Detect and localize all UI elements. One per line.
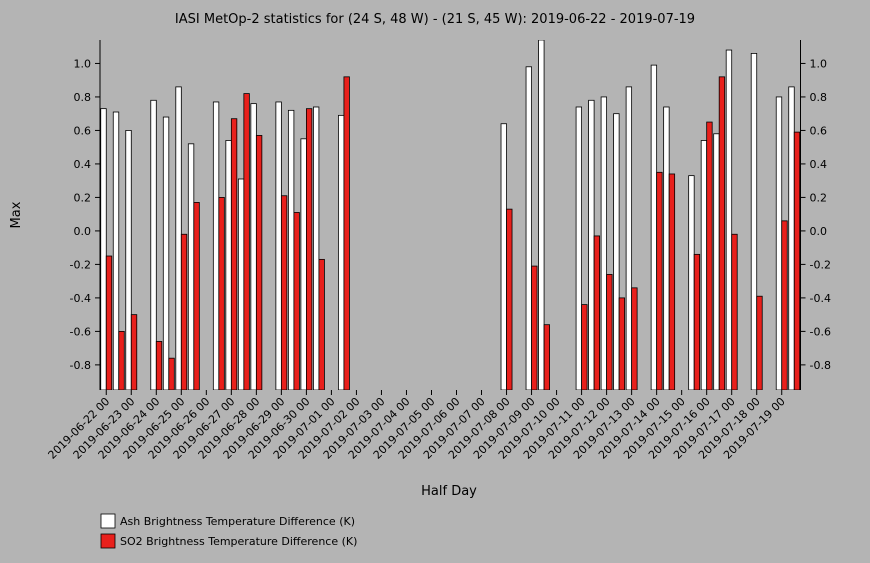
bar bbox=[543, 324, 550, 390]
bar bbox=[718, 76, 726, 390]
bar bbox=[338, 114, 345, 390]
bar bbox=[781, 220, 788, 390]
y-tick-label: -0.4 bbox=[70, 292, 91, 305]
y2-tick-label: 0.0 bbox=[810, 225, 828, 238]
y-tick-label: 0.6 bbox=[74, 124, 92, 137]
bar bbox=[230, 118, 238, 390]
bar bbox=[180, 233, 188, 390]
bar bbox=[243, 93, 250, 390]
y2-tick-label: -0.4 bbox=[810, 292, 831, 305]
bar bbox=[125, 130, 132, 390]
bar bbox=[100, 108, 107, 390]
bar bbox=[700, 140, 708, 390]
bar bbox=[343, 76, 350, 390]
bar bbox=[275, 101, 282, 390]
y2-tick-label: -0.2 bbox=[810, 258, 831, 271]
y-tick-label: 0.4 bbox=[74, 158, 92, 171]
bar bbox=[187, 143, 195, 390]
legend-label: Ash Brightness Temperature Difference (K… bbox=[120, 515, 355, 528]
bar bbox=[656, 171, 663, 390]
bar bbox=[218, 197, 225, 390]
bar bbox=[212, 101, 220, 390]
bar bbox=[305, 108, 313, 390]
bar bbox=[287, 109, 295, 390]
bar bbox=[525, 66, 532, 390]
bars bbox=[100, 40, 801, 390]
bar bbox=[112, 111, 120, 390]
bar bbox=[162, 116, 170, 390]
bar bbox=[581, 304, 588, 390]
bar bbox=[793, 131, 801, 390]
bar bbox=[318, 258, 325, 390]
chart-title: IASI MetOp-2 statistics for (24 S, 48 W)… bbox=[175, 12, 695, 27]
bar bbox=[300, 138, 307, 390]
bar bbox=[500, 123, 507, 390]
legend-swatch bbox=[100, 533, 116, 549]
bar bbox=[613, 113, 620, 390]
bar bbox=[688, 175, 695, 390]
bar bbox=[538, 40, 545, 390]
bar bbox=[668, 173, 676, 390]
bar bbox=[575, 106, 582, 390]
y2-tick-label: 1.0 bbox=[810, 57, 828, 70]
bar bbox=[313, 106, 320, 390]
bar bbox=[625, 86, 633, 390]
y-tick-label: 0.8 bbox=[74, 91, 92, 104]
bar bbox=[775, 96, 783, 390]
bar bbox=[155, 341, 163, 390]
bar bbox=[280, 195, 288, 390]
y2-tick-label: 0.6 bbox=[810, 124, 828, 137]
bar bbox=[255, 135, 263, 390]
y-tick-label: 1.0 bbox=[74, 57, 92, 70]
y2-tick-label: -0.8 bbox=[810, 359, 831, 372]
bar bbox=[650, 64, 658, 390]
bar bbox=[105, 255, 113, 390]
bar bbox=[506, 208, 513, 390]
bar bbox=[293, 212, 300, 390]
y-axis-label: Max bbox=[9, 201, 24, 228]
bar bbox=[788, 86, 795, 390]
y-tick-label: 0.0 bbox=[74, 225, 92, 238]
bar bbox=[531, 265, 538, 390]
x-axis-label: Half Day bbox=[421, 484, 477, 499]
bar bbox=[618, 297, 626, 390]
bar bbox=[706, 121, 713, 390]
bar bbox=[600, 96, 608, 390]
bar bbox=[731, 233, 738, 390]
bar bbox=[250, 103, 257, 390]
bar bbox=[750, 52, 758, 390]
bar bbox=[593, 235, 601, 390]
y-tick-label: -0.2 bbox=[70, 258, 91, 271]
y-tick-label: -0.6 bbox=[70, 325, 91, 338]
bar bbox=[150, 99, 157, 390]
bar bbox=[168, 357, 175, 390]
y2-tick-label: 0.2 bbox=[810, 191, 828, 204]
legend-swatch bbox=[100, 513, 116, 529]
bar bbox=[756, 295, 763, 390]
bar bbox=[130, 314, 138, 390]
y2-tick-label: 0.4 bbox=[810, 158, 828, 171]
y2-tick-label: -0.6 bbox=[810, 325, 831, 338]
legend-label: SO2 Brightness Temperature Difference (K… bbox=[120, 535, 357, 548]
bar bbox=[725, 49, 733, 390]
bar bbox=[693, 253, 701, 390]
bar bbox=[588, 99, 595, 390]
bar bbox=[663, 106, 670, 390]
y2-tick-label: 0.8 bbox=[810, 91, 828, 104]
bar bbox=[606, 274, 613, 390]
y-tick-label: -0.8 bbox=[70, 359, 91, 372]
bar bbox=[631, 287, 638, 390]
bar bbox=[193, 202, 200, 390]
bar bbox=[175, 86, 182, 390]
bar bbox=[237, 178, 245, 390]
bar bbox=[713, 133, 720, 390]
bar bbox=[225, 140, 232, 390]
y-tick-label: 0.2 bbox=[74, 191, 92, 204]
bar bbox=[118, 330, 125, 390]
